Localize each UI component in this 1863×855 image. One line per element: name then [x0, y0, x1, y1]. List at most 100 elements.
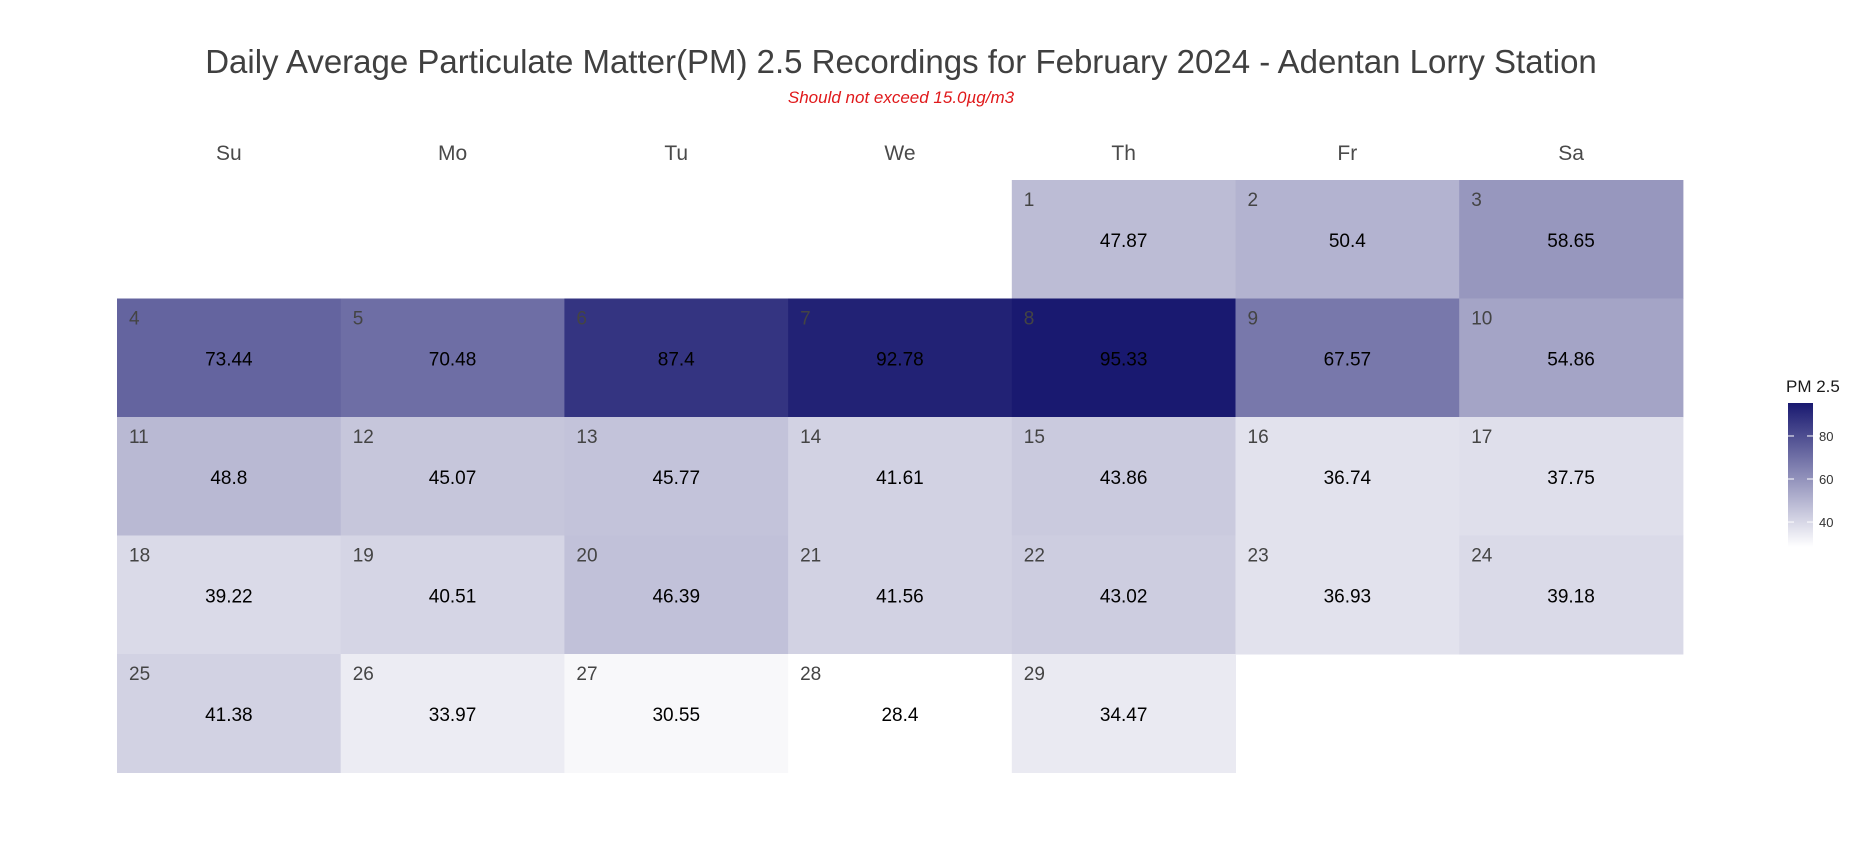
calendar-day-cell: 570.48 — [340, 298, 565, 418]
calendar-day-cell: 687.4 — [564, 298, 789, 418]
calendar-day-cell: 358.65 — [1459, 180, 1684, 299]
pm25-value-label: 87.4 — [658, 350, 695, 371]
weekday-label: Tu — [664, 142, 688, 165]
pm25-value-label: 58.65 — [1547, 231, 1595, 252]
day-number-label: 14 — [800, 427, 822, 448]
pm25-value-label: 41.38 — [205, 705, 253, 726]
day-number-label: 29 — [1024, 664, 1045, 685]
legend-title: PM 2.5 — [1786, 377, 1840, 396]
calendar-day-cell: 20 46.39 — [564, 535, 789, 655]
heatmap-cell — [340, 298, 565, 418]
calendar-day-cell: 10 54.86 — [1459, 298, 1684, 418]
day-number-label: 9 — [1248, 309, 1259, 330]
pm25-value-label: 34.47 — [1100, 705, 1148, 726]
calendar-day-cell: 792.78 — [788, 298, 1013, 418]
pm25-value-label: 47.87 — [1100, 231, 1148, 252]
calendar-day-cell: 15 43.86 — [1011, 417, 1236, 536]
day-number-label: 16 — [1248, 427, 1269, 448]
day-number-label: 6 — [576, 309, 587, 330]
day-number-label: 15 — [1024, 427, 1045, 448]
heatmap-cell — [1011, 298, 1236, 418]
calendar-day-cell: 473.44 — [117, 298, 342, 418]
pm25-value-label: 73.44 — [205, 350, 253, 371]
weekday-label: Fr — [1337, 142, 1357, 165]
heatmap-cell — [1235, 298, 1460, 418]
day-number-label: 19 — [353, 546, 374, 567]
heatmap-cell — [1459, 298, 1684, 418]
heatmap-cell — [1011, 417, 1236, 536]
day-number-label: 8 — [1024, 309, 1035, 330]
day-number-label: 17 — [1471, 427, 1492, 448]
legend-tick-label: 80 — [1819, 429, 1833, 444]
heatmap-cell — [1459, 417, 1684, 536]
pm25-value-label: 92.78 — [876, 350, 924, 371]
calendar-day-cell: 24 39.18 — [1459, 535, 1684, 655]
heatmap-cell — [1235, 417, 1460, 536]
pm25-value-label: 54.86 — [1547, 350, 1595, 371]
heatmap-cell — [117, 417, 342, 536]
weekday-label: Mo — [438, 142, 467, 165]
heatmap-cell — [564, 654, 789, 773]
calendar-day-cell: 14 41.61 — [788, 417, 1013, 536]
day-number-label: 7 — [800, 309, 811, 330]
pm25-value-label: 37.75 — [1547, 468, 1595, 489]
heatmap-cell — [564, 417, 789, 536]
calendar-day-cell: 28 28.4 — [788, 654, 1013, 773]
day-number-label: 13 — [576, 427, 597, 448]
heatmap-cell — [1011, 180, 1236, 299]
heatmap-cell — [564, 535, 789, 655]
pm25-value-label: 48.8 — [210, 468, 247, 489]
weekday-label: Su — [216, 142, 242, 165]
day-number-label: 25 — [129, 664, 150, 685]
pm25-value-label: 36.74 — [1324, 468, 1372, 489]
day-number-label: 21 — [800, 546, 821, 567]
heatmap-cell — [1235, 180, 1460, 299]
weekday-label: Sa — [1558, 142, 1584, 165]
heatmap-cell — [1235, 535, 1460, 655]
pm25-value-label: 50.4 — [1329, 231, 1366, 252]
calendar-day-cell: 27 30.55 — [564, 654, 789, 773]
color-legend: PM 2.5 40 60 80 — [1786, 377, 1840, 547]
calendar-day-cell: 16 36.74 — [1235, 417, 1460, 536]
pm25-value-label: 33.97 — [429, 705, 477, 726]
calendar-day-cell: 13 45.77 — [564, 417, 789, 536]
heatmap-cell — [340, 417, 565, 536]
day-number-label: 12 — [353, 427, 374, 448]
calendar-day-cell: 12 45.07 — [340, 417, 565, 536]
pm25-value-label: 28.4 — [881, 705, 918, 726]
day-number-label: 18 — [129, 546, 150, 567]
legend-color-bar — [1788, 403, 1813, 547]
day-number-label: 20 — [576, 546, 597, 567]
day-number-label: 24 — [1471, 546, 1493, 567]
pm25-value-label: 70.48 — [429, 350, 477, 371]
pm25-value-label: 41.56 — [876, 587, 924, 608]
pm25-value-label: 43.02 — [1100, 587, 1148, 608]
calendar-day-cell: 25 41.38 — [117, 654, 342, 773]
pm25-value-label: 45.07 — [429, 468, 477, 489]
legend-tick-label: 40 — [1819, 515, 1833, 530]
pm25-value-label: 41.61 — [876, 468, 924, 489]
calendar-day-cell: 11 48.8 — [117, 417, 342, 536]
pm25-value-label: 67.57 — [1324, 350, 1372, 371]
heatmap-cell — [564, 298, 789, 418]
weekday-label: Th — [1111, 142, 1136, 165]
weekday-label: We — [884, 142, 915, 165]
heatmap-cell — [1459, 535, 1684, 655]
weekday-header: Su Mo Tu We Th Fr Sa — [216, 142, 1584, 165]
calendar-day-cell: 147.87 — [1011, 180, 1236, 299]
calendar-day-cell: 250.4 — [1235, 180, 1460, 299]
chart-subtitle: Should not exceed 15.0µg/m3 — [788, 88, 1015, 107]
day-number-label: 28 — [800, 664, 821, 685]
pm25-value-label: 43.86 — [1100, 468, 1148, 489]
day-number-label: 3 — [1471, 190, 1482, 211]
heatmap-cell — [788, 654, 1013, 773]
calendar-day-cell: 23 36.93 — [1235, 535, 1460, 655]
calendar-day-cell: 22 43.02 — [1011, 535, 1236, 655]
calendar-day-cell: 895.33 — [1011, 298, 1236, 418]
heatmap-cell — [117, 654, 342, 773]
pm25-value-label: 46.39 — [652, 587, 700, 608]
pm25-value-label: 39.22 — [205, 587, 253, 608]
heatmap-cell — [788, 298, 1013, 418]
heatmap-cell — [340, 654, 565, 773]
